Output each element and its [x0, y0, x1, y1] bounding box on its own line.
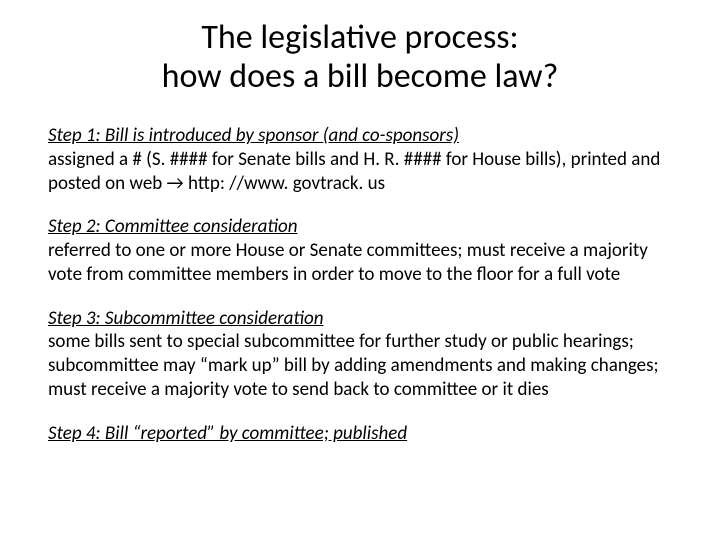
slide-title: The legislative process: how does a bill…	[48, 18, 672, 96]
step-1-body: assigned a # (S. #### for Senate bills a…	[48, 148, 672, 196]
step-3-body: some bills sent to special subcommittee …	[48, 330, 672, 401]
step-4-heading: Step 4: Bill “reported” by committee; pu…	[48, 422, 672, 446]
step-3: Step 3: Subcommittee consideration some …	[48, 307, 672, 402]
step-2-heading: Step 2: Committee consideration	[48, 215, 672, 239]
step-1: Step 1: Bill is introduced by sponsor (a…	[48, 124, 672, 195]
step-2: Step 2: Committee consideration referred…	[48, 215, 672, 286]
step-4: Step 4: Bill “reported” by committee; pu…	[48, 422, 672, 446]
title-line-2: how does a bill become law?	[162, 56, 559, 97]
step-1-heading: Step 1: Bill is introduced by sponsor (a…	[48, 124, 672, 148]
title-line-1: The legislative process:	[201, 17, 518, 58]
step-2-body: referred to one or more House or Senate …	[48, 239, 672, 287]
step-3-heading: Step 3: Subcommittee consideration	[48, 307, 672, 331]
